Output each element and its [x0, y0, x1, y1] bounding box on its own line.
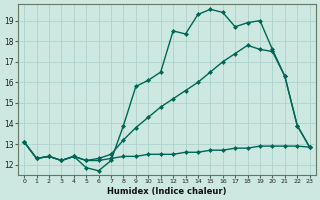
X-axis label: Humidex (Indice chaleur): Humidex (Indice chaleur) [107, 187, 227, 196]
